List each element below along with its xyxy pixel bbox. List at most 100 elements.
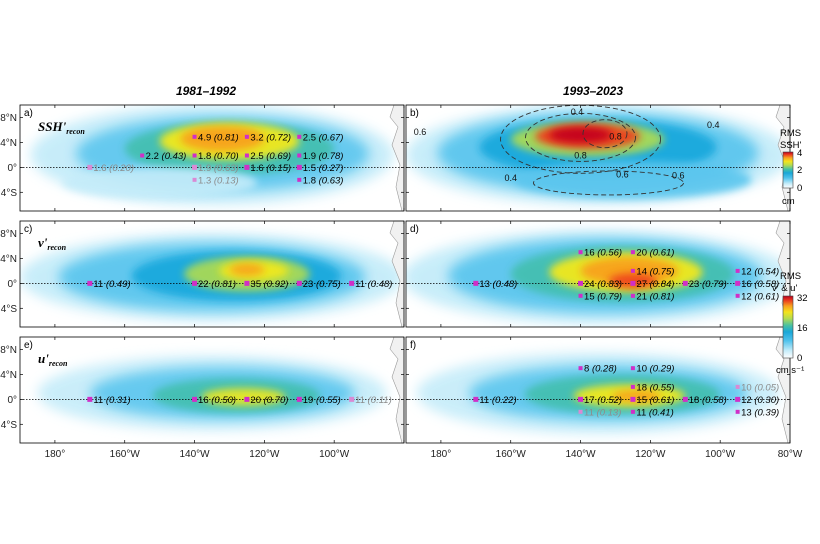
panel-label-d: d) (410, 224, 419, 235)
contour-label: 0.6 (414, 127, 427, 137)
mooring-marker (735, 293, 740, 298)
field-shading (30, 105, 394, 205)
station-stat-label: 16 (0.50) (198, 395, 236, 406)
station-stat-label: 11 (0.22) (479, 395, 516, 406)
lat-tick-label: 4°N (0, 254, 17, 265)
colorbar-velocity-unit: cm s⁻¹ (776, 365, 804, 376)
contour-label: 0.4 (707, 120, 720, 130)
station-stat-label: 15 (0.61) (636, 395, 674, 406)
mooring-marker (630, 396, 636, 402)
lat-tick-label: 0° (7, 279, 17, 290)
contour-label: 0.4 (504, 173, 517, 183)
station-stat-label: 2.5 (0.69) (250, 151, 291, 162)
contour-label: 0.6 (672, 171, 685, 181)
station-stat-label: 27 (0.84) (636, 279, 674, 290)
station-stat-label: 19 (0.55) (303, 395, 341, 406)
colorbar-velocity-title-line2: v' & u' (772, 283, 797, 294)
lon-tick-label: 180° (431, 449, 452, 460)
station-stat-label: 13 (0.48) (479, 279, 517, 290)
lat-tick-label: 8°N (0, 113, 17, 124)
mooring-marker (630, 366, 635, 371)
column-title-1981-1992: 1981–1992 (176, 84, 236, 98)
mooring-marker (473, 396, 479, 402)
mooring-marker (735, 268, 740, 273)
mooring-marker (630, 384, 635, 389)
panel-frame (19, 104, 405, 212)
panel-b: 0.4 0.6 0.8 0.8 0.4 0.6 0.6 0.4 b) (405, 104, 791, 212)
field-shading: 0.4 0.6 0.8 0.8 0.4 0.6 0.6 0.4 (406, 105, 790, 205)
mooring-marker (735, 280, 741, 286)
mooring-marker (630, 409, 635, 414)
mooring-marker (630, 280, 636, 286)
station-stat-label: 11 (0.31) (93, 395, 130, 406)
mooring-marker (735, 384, 740, 389)
station-stat-label: 1.5 (0.27) (303, 163, 344, 174)
station-stat-label: 1.8 (0.70) (198, 151, 239, 162)
station-stats: 4.9 (0.81) 3.2 (0.72) 2.5 (0.67) 2.2 (0.43)… (87, 132, 343, 186)
panel-d: d) 16 (0.56) 20 (0.61) 14 (0.75) 12 (0.54) 13… (405, 220, 791, 328)
station-stat-label: 11 (0.11) (355, 395, 392, 406)
lon-tick-label: 160°W (110, 449, 141, 460)
station-stat-label: 18 (0.58) (689, 395, 727, 406)
station-stat-label: 10 (0.29) (636, 364, 674, 375)
station-stat-label: 1.8 (0.63) (303, 175, 344, 186)
panel-label-b: b) (410, 108, 419, 119)
lon-tick-label: 140°W (565, 449, 596, 460)
mooring-marker (140, 153, 145, 158)
mooring-marker (244, 280, 250, 286)
contour-line (582, 119, 628, 149)
colorbar-ssh-unit: cm (782, 196, 795, 207)
mooring-marker (192, 396, 198, 402)
contour-label: 0.6 (616, 169, 629, 179)
colorbar-ssh-tick-mid: 2 (797, 165, 802, 176)
station-stat-label: 11 (0.41) (636, 407, 673, 418)
mooring-marker (296, 280, 302, 286)
lon-tick-label: 120°W (635, 449, 666, 460)
correlation-contours: 0.4 0.6 0.8 0.8 0.4 0.6 0.6 0.4 (414, 105, 720, 196)
mooring-marker (192, 134, 197, 139)
panel-frame (405, 336, 791, 444)
mooring-marker (578, 409, 583, 414)
lat-tick-label: 4°N (0, 370, 17, 381)
station-stat-label: 20 (0.70) (250, 395, 288, 406)
station-stat-label: 16 (0.58) (741, 279, 779, 290)
colorbar-velocity-tick-mid: 16 (797, 323, 808, 334)
mooring-marker (349, 396, 355, 402)
station-stat-label: 1.9 (0.78) (303, 151, 344, 162)
station-stat-label: 10 (0.05) (741, 382, 779, 393)
colorbar-velocity-title-line1: RMS (780, 271, 801, 282)
mooring-marker (192, 177, 197, 182)
mooring-marker (244, 164, 250, 170)
lon-tick-label: 80°W (778, 449, 803, 460)
panel-label-c: c) (24, 224, 32, 235)
station-stat-label: 11 (0.48) (355, 279, 392, 290)
colorbar-velocity-tick-max: 32 (797, 293, 808, 304)
colorbar-ssh-title-line2: SSH' (780, 140, 802, 151)
field-contour-5 (229, 263, 265, 276)
mooring-marker (192, 280, 198, 286)
colorbar-velocity-tick-min: 0 (797, 353, 802, 364)
station-stat-label: 16 (0.56) (584, 248, 622, 259)
station-stat-label: 4.9 (0.81) (198, 132, 239, 143)
mooring-marker (192, 153, 197, 158)
panel-f: 180° 160°W 140°W 120°W 100°W 80°W f) 8 (0.28) 10… (405, 336, 803, 460)
mooring-marker (578, 366, 583, 371)
contour-label: 0.8 (609, 131, 622, 141)
station-stat-label: 11 (0.49) (93, 279, 130, 290)
mooring-marker (297, 134, 302, 139)
mooring-marker (578, 280, 584, 286)
panel-label-f: f) (410, 340, 416, 351)
station-stat-label: 17 (0.52) (584, 395, 622, 406)
lat-tick-label: 0° (7, 395, 17, 406)
mooring-marker (578, 293, 583, 298)
colorbar-ssh-tick-min: 0 (797, 183, 802, 194)
mooring-marker (244, 153, 249, 158)
field-contour-5 (61, 167, 258, 199)
mooring-marker (682, 280, 688, 286)
panel-frame (405, 220, 791, 328)
station-stat-label: 11 (0.13) (584, 407, 621, 418)
colorbar-ssh-scale (782, 151, 794, 189)
lat-tick-label: 4°S (1, 304, 18, 315)
